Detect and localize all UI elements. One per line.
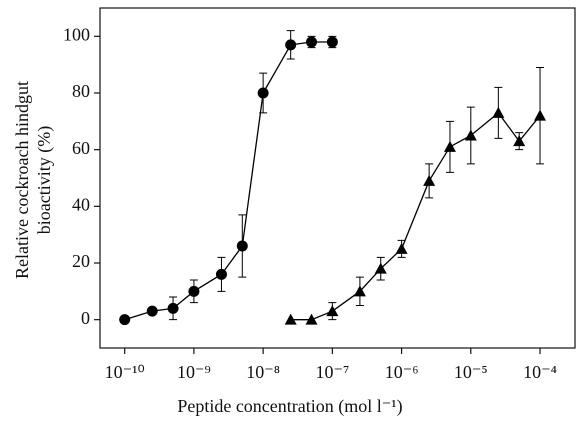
data-point bbox=[236, 240, 248, 252]
data-point bbox=[423, 174, 436, 186]
data-point bbox=[306, 36, 318, 48]
data-point bbox=[215, 268, 227, 280]
data-point bbox=[492, 106, 505, 118]
data-point bbox=[146, 305, 158, 317]
x-axis-label: Peptide concentration (mol l⁻¹) bbox=[177, 396, 402, 417]
data-point bbox=[305, 313, 318, 325]
x-tick-label: 10⁻⁷ bbox=[315, 362, 349, 382]
data-point bbox=[534, 109, 547, 121]
data-point bbox=[395, 242, 408, 254]
x-tick-label: 10⁻⁴ bbox=[523, 362, 557, 382]
data-point bbox=[513, 135, 526, 147]
x-tick-label: 10⁻⁵ bbox=[454, 362, 488, 382]
y-tick-label: 60 bbox=[72, 138, 90, 158]
data-point bbox=[257, 87, 269, 99]
x-tick-label: 10⁻¹⁰ bbox=[105, 362, 145, 382]
series-line bbox=[124, 41, 333, 321]
y-axis-label: bioactivity (%) bbox=[34, 126, 55, 234]
x-tick-label: 10⁻⁸ bbox=[246, 362, 280, 382]
data-point bbox=[374, 262, 387, 274]
y-axis-label: Relative cockroach hindgut bbox=[12, 81, 32, 279]
x-tick-label: 10⁻⁶ bbox=[385, 362, 419, 382]
data-point bbox=[443, 140, 456, 152]
data-point bbox=[353, 285, 366, 297]
data-point bbox=[188, 285, 200, 297]
y-tick-label: 80 bbox=[72, 81, 90, 101]
data-point bbox=[284, 313, 297, 325]
data-point bbox=[119, 314, 131, 326]
data-point bbox=[285, 39, 297, 51]
data-point bbox=[464, 129, 477, 141]
data-point bbox=[167, 302, 179, 314]
y-tick-label: 20 bbox=[72, 251, 90, 271]
plot-frame bbox=[99, 7, 576, 349]
y-tick-label: 40 bbox=[72, 194, 90, 214]
y-tick-label: 0 bbox=[81, 308, 90, 328]
data-point bbox=[326, 305, 339, 317]
y-tick-label: 100 bbox=[63, 24, 90, 44]
data-point bbox=[326, 36, 338, 48]
series-line bbox=[290, 111, 541, 321]
x-tick-label: 10⁻⁹ bbox=[177, 362, 211, 382]
